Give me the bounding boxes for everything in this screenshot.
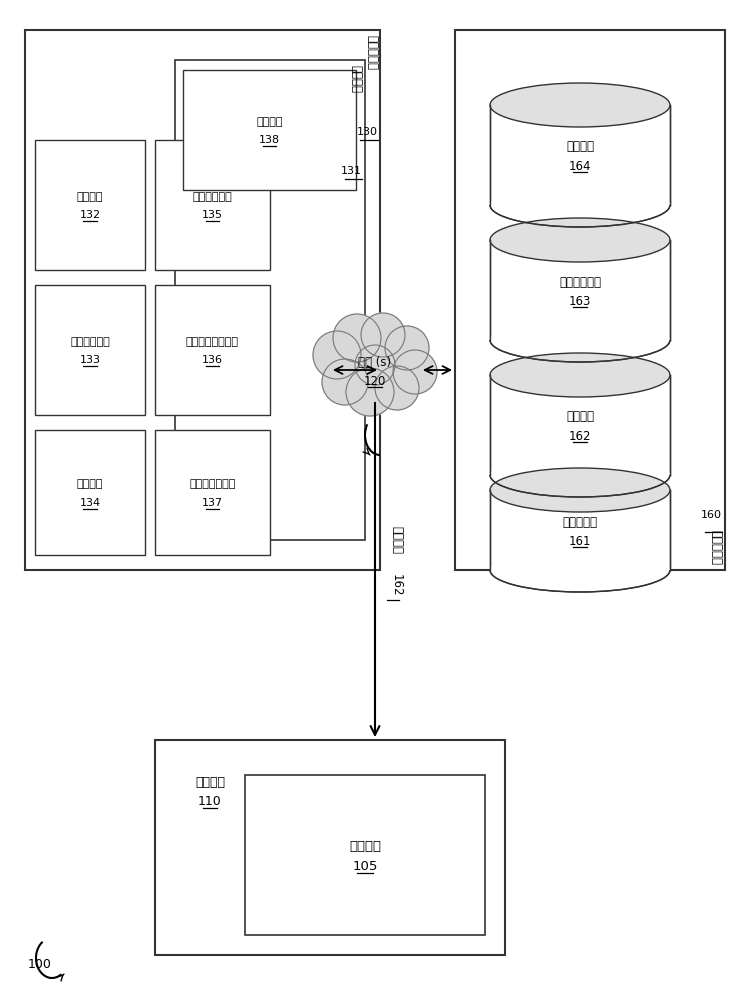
Bar xyxy=(35,430,145,555)
Ellipse shape xyxy=(490,218,670,262)
Text: 161: 161 xyxy=(568,535,591,548)
Text: 组装逻辑: 组装逻辑 xyxy=(349,65,362,93)
Circle shape xyxy=(322,359,368,405)
Text: 110: 110 xyxy=(198,795,222,808)
Text: 163: 163 xyxy=(568,295,591,308)
Circle shape xyxy=(313,331,361,379)
Circle shape xyxy=(393,350,437,394)
Bar xyxy=(490,375,670,475)
Text: 134: 134 xyxy=(79,497,100,508)
Text: 数据存储库: 数据存储库 xyxy=(709,530,722,565)
Bar xyxy=(155,285,270,415)
Text: 137: 137 xyxy=(202,497,223,508)
Bar xyxy=(490,240,670,340)
Text: 162: 162 xyxy=(390,574,403,596)
Bar xyxy=(25,30,380,570)
Text: 注释逻辑: 注释逻辑 xyxy=(257,117,283,127)
Ellipse shape xyxy=(490,548,670,592)
Text: 配对读段: 配对读段 xyxy=(566,410,594,424)
Bar xyxy=(35,285,145,415)
Bar xyxy=(155,430,270,555)
Text: 其它数据: 其它数据 xyxy=(566,140,594,153)
Text: 假设重新评分逻辑: 假设重新评分逻辑 xyxy=(186,337,239,347)
Text: 100: 100 xyxy=(28,958,52,972)
Text: 测序机器: 测序机器 xyxy=(195,776,225,788)
Text: 135: 135 xyxy=(202,210,223,220)
Text: 138: 138 xyxy=(259,135,280,145)
Circle shape xyxy=(355,345,395,385)
Text: 136: 136 xyxy=(202,355,223,365)
Text: 133: 133 xyxy=(79,355,100,365)
Circle shape xyxy=(361,313,405,357)
Text: 105: 105 xyxy=(352,860,378,873)
Ellipse shape xyxy=(490,183,670,227)
Ellipse shape xyxy=(490,353,670,397)
Ellipse shape xyxy=(490,453,670,497)
Text: 核酸片段: 核酸片段 xyxy=(349,840,381,854)
Ellipse shape xyxy=(490,468,670,512)
Text: 120: 120 xyxy=(364,375,386,388)
Text: 映射逻辑: 映射逻辑 xyxy=(77,192,103,202)
Bar xyxy=(35,140,145,270)
Text: 配对读段映射: 配对读段映射 xyxy=(559,275,601,288)
Circle shape xyxy=(385,326,429,370)
Bar xyxy=(155,140,270,270)
Ellipse shape xyxy=(490,83,670,127)
Bar xyxy=(455,30,725,570)
Circle shape xyxy=(346,368,394,416)
Text: 162: 162 xyxy=(568,430,591,443)
Text: 131: 131 xyxy=(341,166,362,176)
Text: 网络 (s): 网络 (s) xyxy=(358,356,391,368)
Text: 优化逻辑: 优化逻辑 xyxy=(77,480,103,489)
Circle shape xyxy=(333,314,381,362)
Text: 参考基因组: 参考基因组 xyxy=(562,516,598,528)
Bar xyxy=(490,490,670,570)
Bar xyxy=(183,70,356,190)
Circle shape xyxy=(375,366,419,410)
Bar xyxy=(175,60,365,540)
Bar xyxy=(155,740,505,955)
Bar xyxy=(245,775,485,935)
Text: 160: 160 xyxy=(701,510,722,520)
Text: 区间发现逻辑: 区间发现逻辑 xyxy=(70,337,110,347)
Text: 变异识别逻辑: 变异识别逻辑 xyxy=(193,192,233,202)
Text: 配对读段: 配对读段 xyxy=(390,526,403,554)
Text: 132: 132 xyxy=(79,210,100,220)
Text: 130: 130 xyxy=(357,127,378,137)
Bar xyxy=(490,105,670,205)
Text: 计算机系统: 计算机系统 xyxy=(365,35,378,70)
Ellipse shape xyxy=(490,318,670,362)
Text: 相关性过滤逻辑: 相关性过滤逻辑 xyxy=(189,480,236,489)
Text: 164: 164 xyxy=(568,160,591,173)
